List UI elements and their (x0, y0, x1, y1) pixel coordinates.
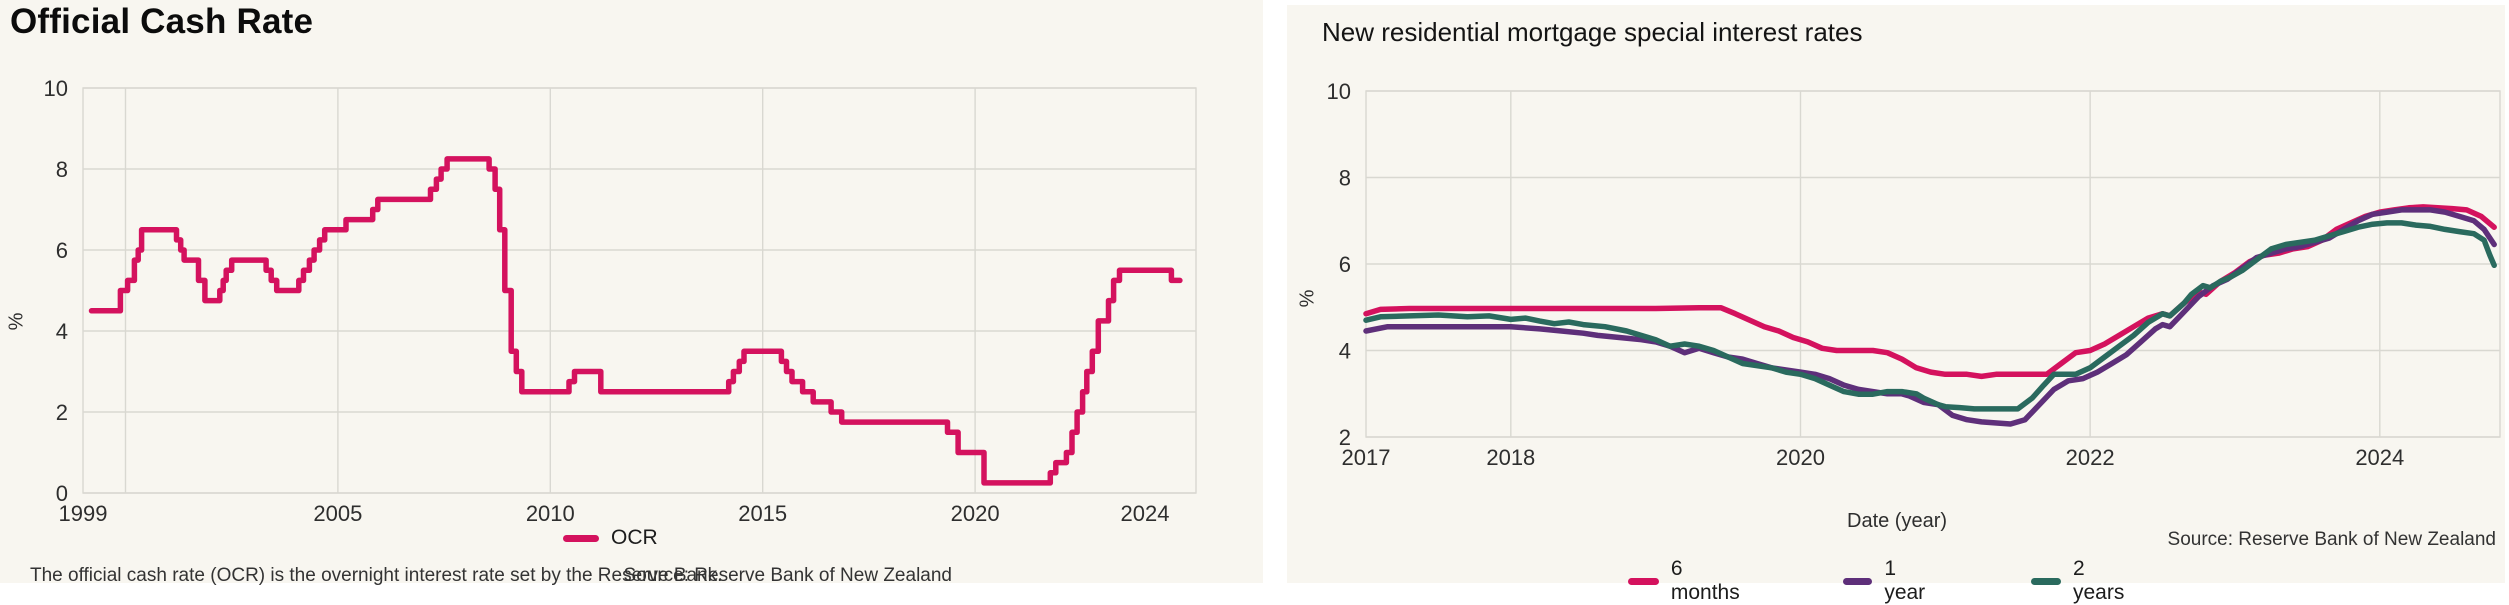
svg-text:2018: 2018 (1486, 445, 1535, 470)
mortgage-legend-item-6-months: 6 months (1628, 557, 1745, 605)
svg-text:2005: 2005 (313, 501, 362, 526)
ocr-legend-item: OCR (563, 526, 658, 550)
svg-text:1999: 1999 (59, 501, 108, 526)
svg-text:2015: 2015 (738, 501, 787, 526)
mortgage-legend-label-6-months: 6 months (1670, 557, 1740, 604)
svg-text:6: 6 (56, 238, 68, 263)
mortgage-legend-swatch-6-months (1628, 577, 1659, 585)
ocr-legend-swatch (563, 534, 599, 542)
svg-text:0: 0 (56, 481, 68, 506)
svg-text:2010: 2010 (526, 501, 575, 526)
mortgage-legend-swatch-1-year (1843, 577, 1873, 585)
svg-text:2024: 2024 (2355, 445, 2404, 470)
mortgage-y-axis-label: % (1296, 289, 1319, 308)
mortgage-legend-label-2-years: 2 years (2072, 557, 2125, 604)
svg-text:2: 2 (56, 400, 68, 425)
mortgage-legend-label-1-year: 1 year (1884, 557, 1926, 604)
svg-text:2022: 2022 (2066, 445, 2115, 470)
ocr-footnote: The official cash rate (OCR) is the over… (30, 565, 723, 586)
mortgage-legend-item-1-year: 1 year (1843, 557, 1932, 605)
ocr-source-text: Source: Reserve Bank of New Zealand (623, 565, 952, 586)
mortgage-x-axis-label: Date (year) (1847, 510, 1948, 532)
ocr-legend-label: OCR (611, 526, 658, 549)
svg-text:4: 4 (56, 319, 68, 344)
mortgage-rates-chart-panel: New residential mortgage special interes… (1287, 5, 2505, 604)
svg-text:8: 8 (56, 157, 68, 182)
mortgage-chart-title: New residential mortgage special interes… (1322, 17, 1863, 47)
svg-text:10: 10 (1327, 79, 1351, 104)
svg-text:8: 8 (1339, 166, 1351, 191)
ocr-chart-panel: Official Cash Rate 0 2 4 6 8 10 1999 2005 2010 20… (0, 0, 1263, 586)
mortgage-legend-swatch-2-years (2031, 577, 2061, 585)
ocr-chart-title: Official Cash Rate (10, 2, 314, 41)
ocr-chart-canvas: 0 2 4 6 8 10 1999 2005 2010 2015 2020 2024 (44, 76, 1197, 526)
svg-text:2024: 2024 (1121, 501, 1170, 526)
mortgage-source-text: Source: Reserve Bank of New Zealand (2167, 529, 2496, 550)
mortgage-chart-canvas: 2 4 6 8 10 2017 2018 2020 2022 2024 (1327, 79, 2501, 470)
svg-text:4: 4 (1339, 339, 1351, 364)
svg-text:10: 10 (44, 76, 68, 101)
svg-text:6: 6 (1339, 252, 1351, 277)
ocr-legend: OCR (563, 526, 658, 550)
svg-text:2020: 2020 (1776, 445, 1825, 470)
mortgage-legend-item-2-years: 2 years (2031, 557, 2130, 605)
svg-text:2017: 2017 (1342, 445, 1391, 470)
svg-text:2020: 2020 (951, 501, 1000, 526)
ocr-y-axis-label: % (5, 312, 28, 331)
svg-text:2: 2 (1339, 425, 1351, 450)
